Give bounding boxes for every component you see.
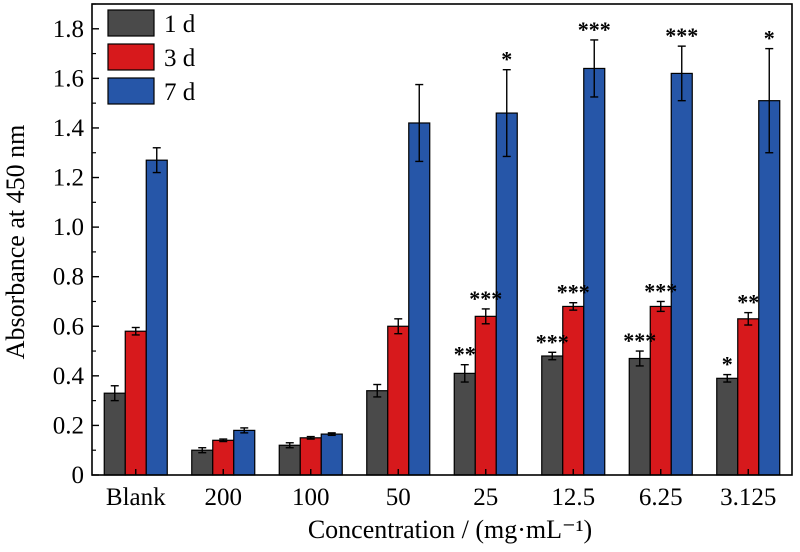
bar [320,433,343,476]
significance-label: *** [665,23,698,48]
bars-layer [103,39,781,476]
x-tick-label: Blank [106,484,166,511]
legend-label: 1 d [164,11,196,38]
y-tick-label: 0.2 [53,412,84,439]
significance-label: ** [737,290,759,315]
axes-layer [91,3,793,476]
bar [191,449,214,476]
significance-label: *** [469,286,502,311]
labels-layer: Blank 200 100 50******25*********12.5******… [53,16,777,511]
significance-label: *** [644,278,677,303]
bar [233,429,256,476]
x-tick-label: 200 [205,484,243,511]
significance-label: *** [536,329,569,354]
bar [541,355,564,476]
bar [758,100,781,476]
legend-swatch [107,43,155,71]
bar [124,330,147,476]
x-tick-label: 50 [386,484,411,511]
y-tick-label: 1.6 [53,65,84,92]
legend: 1 d 3 d 7 d [107,9,196,106]
y-tick-label: 0 [72,462,85,489]
y-tick-label: 0.4 [53,363,85,390]
bar [583,67,606,476]
y-tick-label: 0.8 [53,264,84,291]
x-tick-label: 3.125 [720,484,776,511]
bar [628,357,651,476]
x-tick-label: 100 [292,484,330,511]
bar [716,377,739,476]
x-tick-label: 25 [473,484,498,511]
bar [103,392,126,476]
y-tick-label: 1.2 [53,165,84,192]
significance-label: *** [623,328,656,353]
significance-label: *** [557,280,590,305]
bar [737,318,760,476]
y-tick-label: 1.4 [53,115,85,142]
bar [366,390,389,476]
x-tick-label: 6.25 [639,484,683,511]
legend-label: 7 d [164,79,196,106]
bar [474,315,497,476]
significance-label: *** [578,17,611,42]
legend-swatch [107,77,155,105]
bar [387,325,410,476]
plot-frame [91,3,793,476]
bar [453,372,476,476]
significance-label: ** [454,342,476,367]
bar [670,72,693,476]
legend-swatch [107,9,155,37]
significance-label: * [501,47,512,72]
bar [408,122,431,476]
significance-label: * [764,26,775,51]
bar [145,159,168,476]
x-axis-title: Concentration / (mg·mL⁻¹) [308,515,592,544]
y-tick-label: 1.0 [53,214,84,241]
y-tick-label: 0.6 [53,313,84,340]
legend-label: 3 d [164,45,196,72]
y-tick-label: 1.8 [53,16,84,43]
significance-label: * [722,352,733,377]
x-tick-label: 12.5 [551,484,595,511]
bar [278,444,301,476]
y-axis-title: Absorbance at 450 nm [1,125,30,360]
